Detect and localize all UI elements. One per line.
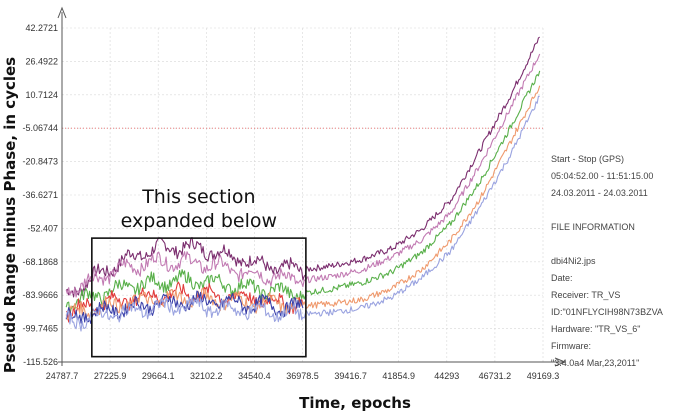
series-line [65, 53, 541, 298]
series-line [65, 36, 541, 298]
x-axis-title: Time, epochs [299, 394, 411, 412]
info-line: "3.4.0a4 Mar,23,2011" [551, 358, 639, 368]
x-tick-label: 32102.2 [190, 371, 223, 381]
annotation-line-1: This section [141, 186, 255, 208]
x-tick-label: 49169.3 [527, 371, 560, 381]
y-tick-label: -68.1868 [22, 257, 58, 267]
info-line: FILE INFORMATION [551, 222, 635, 232]
file-info-panel: Start - Stop (GPS) 05:04:52.00 - 11:51:15… [551, 154, 663, 368]
x-tick-label: 29664.1 [142, 371, 175, 381]
x-tick-label: 46731.2 [479, 371, 512, 381]
info-line: Hardware: "TR_VS_6" [551, 324, 640, 334]
y-tick-label: -99.7465 [22, 324, 58, 334]
axes [57, 6, 567, 367]
x-axis-arrow [554, 357, 567, 367]
y-tick-label: -52.407 [27, 223, 58, 233]
y-tick-label: 42.2721 [25, 23, 58, 33]
data-series [65, 36, 541, 332]
x-tick-label: 44293 [434, 371, 459, 381]
info-line: 24.03.2011 - 24.03.2011 [551, 188, 648, 198]
y-axis-title: Pseudo Range minus Phase, in cycles [1, 57, 19, 373]
y-tick-labels: 42.2721 26.4922 10.7124 -5.06744 -20.8473 -36… [22, 23, 58, 367]
x-tick-label: 24787.7 [46, 371, 79, 381]
info-line: Receiver: TR_VS [551, 290, 620, 300]
series-line [65, 85, 541, 321]
y-tick-label: 10.7124 [25, 90, 58, 100]
annotation-box [91, 237, 307, 358]
series-line [65, 70, 541, 315]
series-line [65, 95, 540, 332]
annotation-line-2: expanded below [121, 210, 277, 232]
info-line: Start - Stop (GPS) [551, 154, 624, 164]
x-tick-label: 27225.9 [94, 371, 127, 381]
y-tick-label: 26.4922 [25, 56, 58, 66]
y-axis-arrow [57, 6, 67, 19]
x-tick-label: 34540.4 [238, 371, 271, 381]
info-line: 05:04:52.00 - 11:51:15.00 [551, 171, 653, 181]
y-tick-label: -115.526 [23, 357, 58, 367]
x-tick-label: 36978.5 [286, 371, 319, 381]
series-line [65, 290, 304, 325]
y-tick-label: -20.8473 [22, 157, 58, 167]
x-tick-labels: 24787.7 27225.9 29664.1 32102.2 34540.4 36978… [46, 371, 560, 381]
info-line: Date: [551, 273, 573, 283]
y-tick-label: -83.9666 [22, 290, 58, 300]
info-line: Firmware: [551, 341, 591, 351]
x-tick-label: 39416.7 [334, 371, 367, 381]
x-tick-label: 41854.9 [382, 371, 415, 381]
y-tick-label: -5.06744 [22, 123, 58, 133]
y-tick-label: -36.6271 [22, 190, 58, 200]
info-line: ID:"01NFLYCIH98N73BZVA [551, 307, 663, 317]
info-line: dbi4Ni2.jps [551, 256, 596, 266]
